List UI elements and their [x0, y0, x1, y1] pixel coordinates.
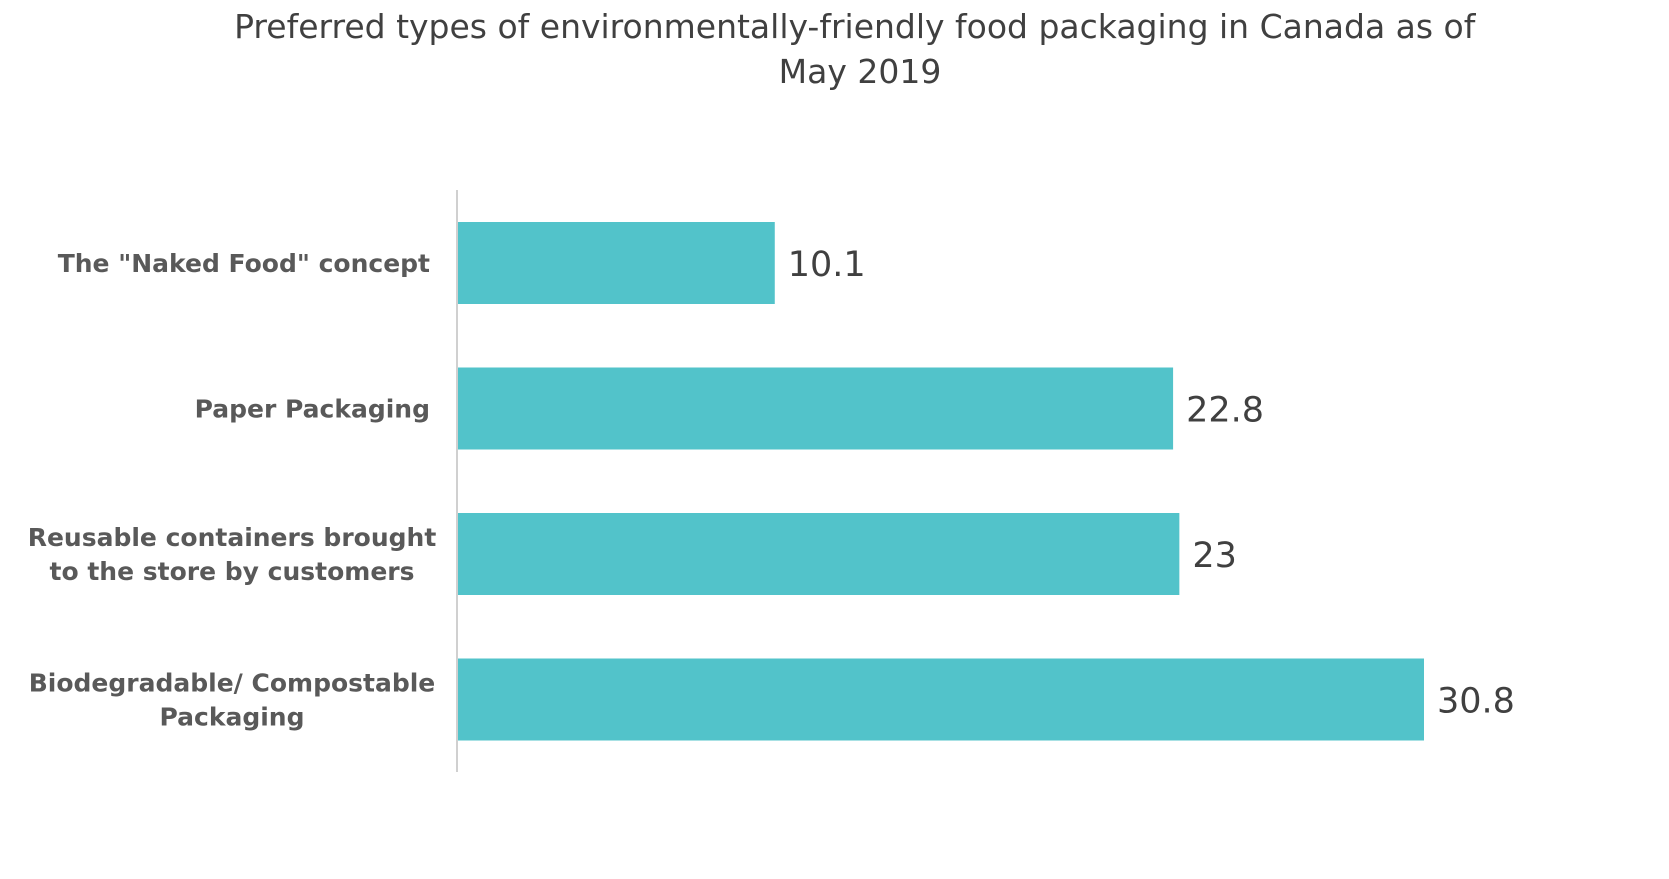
chart-title: Preferred types of environmentally-frien…	[234, 7, 1486, 91]
category-label-2: Reusable containers brought to the store …	[28, 523, 437, 586]
bar-2	[458, 513, 1180, 595]
category-label-1-line-0: Paper Packaging	[195, 395, 430, 424]
chart-title-line-1: Preferred types of environmentally-frien…	[234, 7, 1477, 46]
category-label-2-line-0: Reusable containers brought	[28, 523, 437, 552]
category-label-3-line-0: Biodegradable/ Compostable	[29, 669, 436, 698]
value-label-1: 22.8	[1186, 391, 1264, 431]
value-label-3: 30.8	[1437, 682, 1515, 722]
category-label-3: Biodegradable/ Compostable Packaging	[29, 669, 436, 732]
chart-title-line-2: May 2019	[779, 52, 942, 91]
bars-layer: 10.1 The "Naked Food" concept 22.8 Paper Pa…	[28, 222, 1515, 741]
bar-3	[458, 658, 1424, 741]
value-label-2: 23	[1192, 536, 1237, 576]
category-label-2-line-1: to the store by customers	[50, 557, 415, 586]
category-label-0-line-0: The "Naked Food" concept	[58, 249, 430, 278]
category-label-1: Paper Packaging	[195, 395, 430, 424]
bar-0	[458, 222, 775, 304]
bar-1	[458, 367, 1174, 450]
category-label-3-line-1: Packaging	[160, 703, 305, 732]
value-label-0: 10.1	[788, 245, 866, 285]
category-label-0: The "Naked Food" concept	[58, 249, 430, 278]
